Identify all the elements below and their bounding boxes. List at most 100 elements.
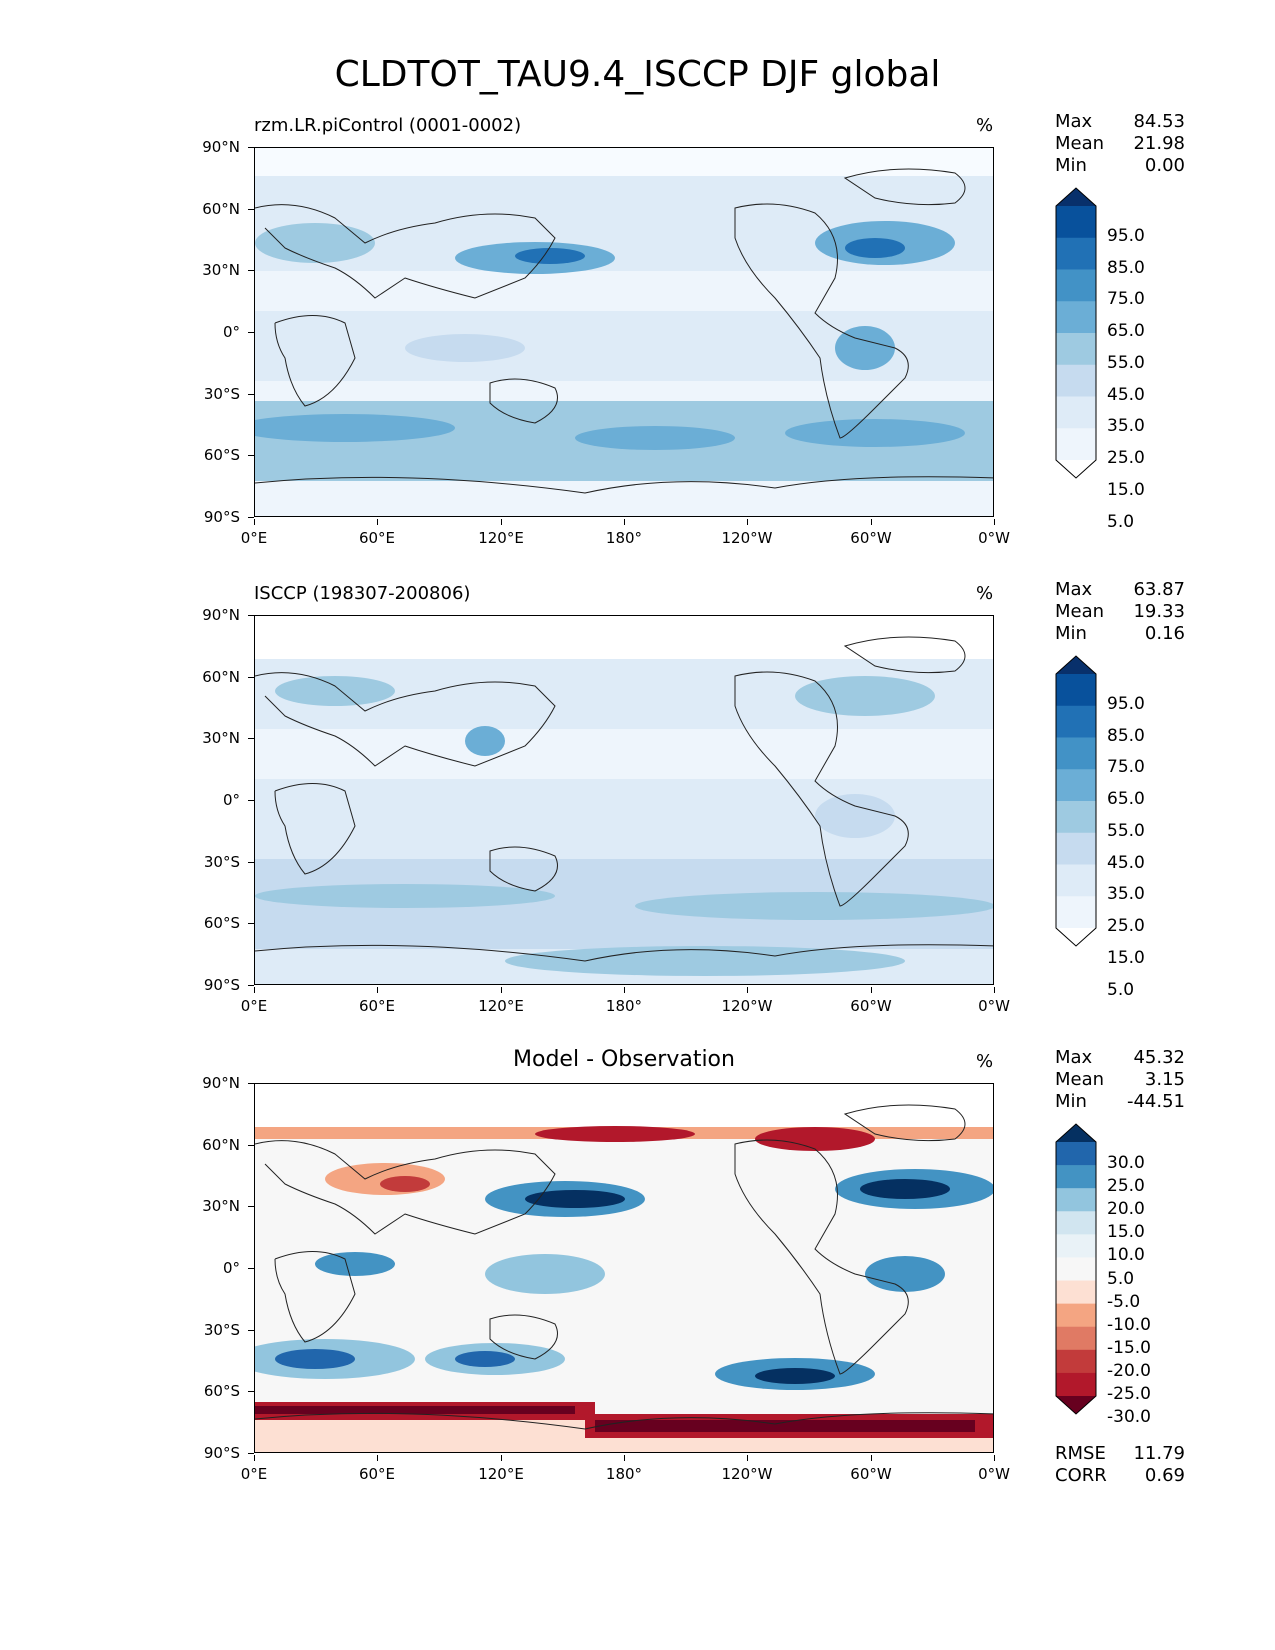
colorbar-segment [1056,428,1096,461]
lat-tick: 90°S [190,508,254,526]
map-test [254,147,994,517]
colorbar-svg [1055,187,1097,479]
colorbar-segment [1056,1124,1096,1142]
colorbar-level-label: 5.0 [1107,511,1135,532]
figure-title: CLDTOT_TAU9.4_ISCCP DJF global [334,54,941,95]
colorbar-segment [1056,864,1096,897]
lat-tick: 60°N [190,668,254,686]
colorbar-segment [1056,1396,1096,1414]
stats-box: Max 63.87 Mean 19.33 Min 0.16 [1055,579,1185,644]
lat-tick: 60°S [190,446,254,464]
colorbar-level-label: -5.0 [1107,1291,1141,1312]
lon-tick: 180° [584,519,664,547]
lon-tick: 120°W [707,987,787,1015]
colorbar-level-label: 35.0 [1107,416,1145,437]
colorbar-level-label: 25.0 [1107,1176,1145,1197]
lon-tick: 60°E [337,519,417,547]
lat-tick: 30°N [190,1197,254,1215]
lat-tick: 30°S [190,1321,254,1339]
colorbar-level-label: -15.0 [1107,1337,1151,1358]
colorbar-level-label: 25.0 [1107,916,1145,936]
lon-tick: 120°E [461,1455,541,1483]
lon-tick: 0°E [214,1455,294,1483]
lat-tick: 0° [190,1259,254,1277]
colorbar-segment [1056,737,1096,770]
lat-tick: 0° [190,323,254,341]
colorbar-level-label: -30.0 [1107,1407,1151,1428]
lon-tick: 60°E [337,1455,417,1483]
colorbar-level-label: 20.0 [1107,1199,1145,1220]
colorbar-level-label: 55.0 [1107,820,1145,841]
map-reference [254,615,994,985]
colorbar-level-label: 75.0 [1107,757,1145,778]
lon-tick: 60°W [831,987,911,1015]
lon-tick: 60°W [831,1455,911,1483]
lon-tick: 0°E [214,987,294,1015]
rmse-corr-box: RMSE 11.79 CORR 0.69 [1055,1443,1185,1486]
colorbar-level-label: 25.0 [1107,448,1145,468]
colorbar-level-label: 30.0 [1107,1153,1145,1174]
colorbar-level-label: 55.0 [1107,352,1145,373]
panel-difference: Model - Observation % [0,1047,1275,1543]
colorbar-segment [1056,928,1096,946]
colorbar-level-label: 5.0 [1107,979,1135,1000]
colorbar-segment [1056,364,1096,397]
colorbar-svg [1055,655,1097,947]
colorbar-level-label: 35.0 [1107,884,1145,905]
lon-tick: 60°E [337,987,417,1015]
lat-tick: 60°S [190,914,254,932]
colorbar-level-label: 75.0 [1107,289,1145,310]
colorbar-level-label: 65.0 [1107,321,1145,341]
lat-tick: 30°N [190,261,254,279]
map-difference [254,1083,994,1453]
lat-tick: 90°N [190,1074,254,1092]
colorbar-level-label: 45.0 [1107,384,1145,405]
stats-box: Max 84.53 Mean 21.98 Min 0.00 [1055,111,1185,176]
colorbar-level-label: 95.0 [1107,693,1145,714]
units-label: % [976,115,994,136]
lon-tick: 180° [584,987,664,1015]
colorbar-segment [1056,301,1096,334]
colorbar-segment [1056,1257,1096,1282]
lon-tick: 0°E [214,519,294,547]
colorbar-segment [1056,705,1096,738]
colorbar-segment [1056,896,1096,929]
colorbar-svg [1055,1123,1097,1415]
stats-box: Max 45.32 Mean 3.15 Min -44.51 [1055,1047,1185,1112]
colorbar-level-label: 15.0 [1107,479,1145,500]
lat-tick: 60°S [190,1382,254,1400]
colorbar-segment [1056,237,1096,270]
colorbar-level-label: 65.0 [1107,789,1145,809]
lat-tick: 90°N [190,138,254,156]
lat-tick: 90°N [190,606,254,624]
colorbar-outline [1055,1123,1097,1415]
lat-tick: 60°N [190,200,254,218]
units-label: % [976,1051,994,1072]
colorbar-segment [1056,333,1096,366]
panel-reference: ISCCP (198307-200806) % [0,579,1275,1075]
colorbar-level-label: 85.0 [1107,257,1145,278]
lon-tick: 120°E [461,987,541,1015]
colorbar-level-label: 15.0 [1107,1222,1145,1243]
lat-tick: 30°S [190,853,254,871]
lon-tick: 0°W [954,987,1034,1015]
colorbar-level-label: 15.0 [1107,947,1145,968]
lon-tick: 60°W [831,519,911,547]
colorbar-level-label: -25.0 [1107,1384,1151,1404]
colorbar-segment [1056,769,1096,802]
panel-test: rzm.LR.piControl (0001-0002) % [0,111,1275,607]
panel-title: Model - Observation [513,1047,735,1072]
colorbar-segment [1056,1280,1096,1305]
lon-tick: 180° [584,1455,664,1483]
colorbar-segment [1056,1326,1096,1351]
lat-tick: 30°S [190,385,254,403]
lat-tick: 90°S [190,1444,254,1462]
colorbar-level-label: 45.0 [1107,852,1145,873]
colorbar-segment [1056,1165,1096,1189]
colorbar-segment [1056,396,1096,429]
colorbar-segment [1056,1211,1096,1235]
lon-tick: 0°W [954,1455,1034,1483]
colorbar-outline [1055,187,1097,479]
colorbar-segment [1056,801,1096,834]
lat-tick: 0° [190,791,254,809]
